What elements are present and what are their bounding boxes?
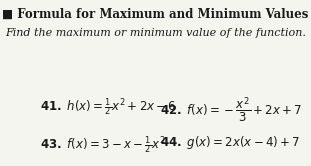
Text: $\mathbf{43.}$ $f(x) = 3 - x - \frac{1}{2}x^2$: $\mathbf{43.}$ $f(x) = 3 - x - \frac{1}{… xyxy=(40,134,166,156)
Text: $\mathbf{42.}$ $f(x) = -\dfrac{x^2}{3} + 2x + 7$: $\mathbf{42.}$ $f(x) = -\dfrac{x^2}{3} +… xyxy=(160,96,303,125)
Text: $\mathbf{44.}$ $g(x) = 2x(x - 4) + 7$: $\mathbf{44.}$ $g(x) = 2x(x - 4) + 7$ xyxy=(160,134,300,151)
Text: Find the maximum or minimum value of the function.: Find the maximum or minimum value of the… xyxy=(5,28,306,39)
Text: $\mathbf{41.}$ $h(x) = \frac{1}{2}x^2 + 2x - 6$: $\mathbf{41.}$ $h(x) = \frac{1}{2}x^2 + … xyxy=(40,96,177,118)
Text: ■ Formula for Maximum and Minimum Values: ■ Formula for Maximum and Minimum Values xyxy=(2,8,309,21)
